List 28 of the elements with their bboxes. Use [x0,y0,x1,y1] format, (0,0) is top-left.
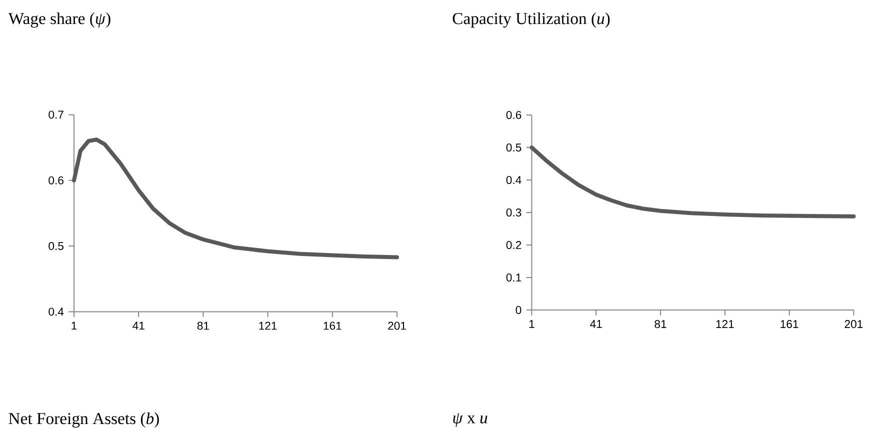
x-tick-label: 81 [197,322,209,330]
y-tick-label: 0.1 [506,274,522,282]
y-tick-label: 0.5 [48,242,64,250]
text: Net Foreign Assets (b) [8,412,159,428]
line-series [72,138,399,260]
y-tick-label: 0.6 [506,111,522,120]
x-tick-label: 161 [324,322,342,330]
y-tick-label: 0.7 [48,110,64,119]
x-tick-label: 1 [529,320,534,328]
chart-title: Capacity Utilization (u) [452,12,610,28]
x-tick-label: 161 [780,320,798,328]
y-tick-label: 0.4 [48,308,64,316]
x-tick-label: 121 [259,322,277,330]
y-tick-label: 0 [516,306,522,314]
x-tick-label: 121 [716,320,734,328]
chart-title: Wage share (ψ) [8,12,110,28]
y-tick-label: 0.4 [506,176,522,184]
text: ψ x u [453,413,488,427]
y-tick-label: 0.6 [48,176,64,184]
x-tick-label: 201 [388,322,406,330]
y-tick-label: 0.5 [506,144,522,152]
x-tick-label: 1 [72,322,77,330]
y-tick-label: 0.2 [506,241,522,250]
x-tick-label: 41 [590,320,602,328]
x-tick-label: 41 [132,322,144,330]
x-tick-label: 81 [654,320,666,328]
x-tick-label: 201 [844,320,863,328]
y-tick-label: 0.3 [506,208,522,217]
